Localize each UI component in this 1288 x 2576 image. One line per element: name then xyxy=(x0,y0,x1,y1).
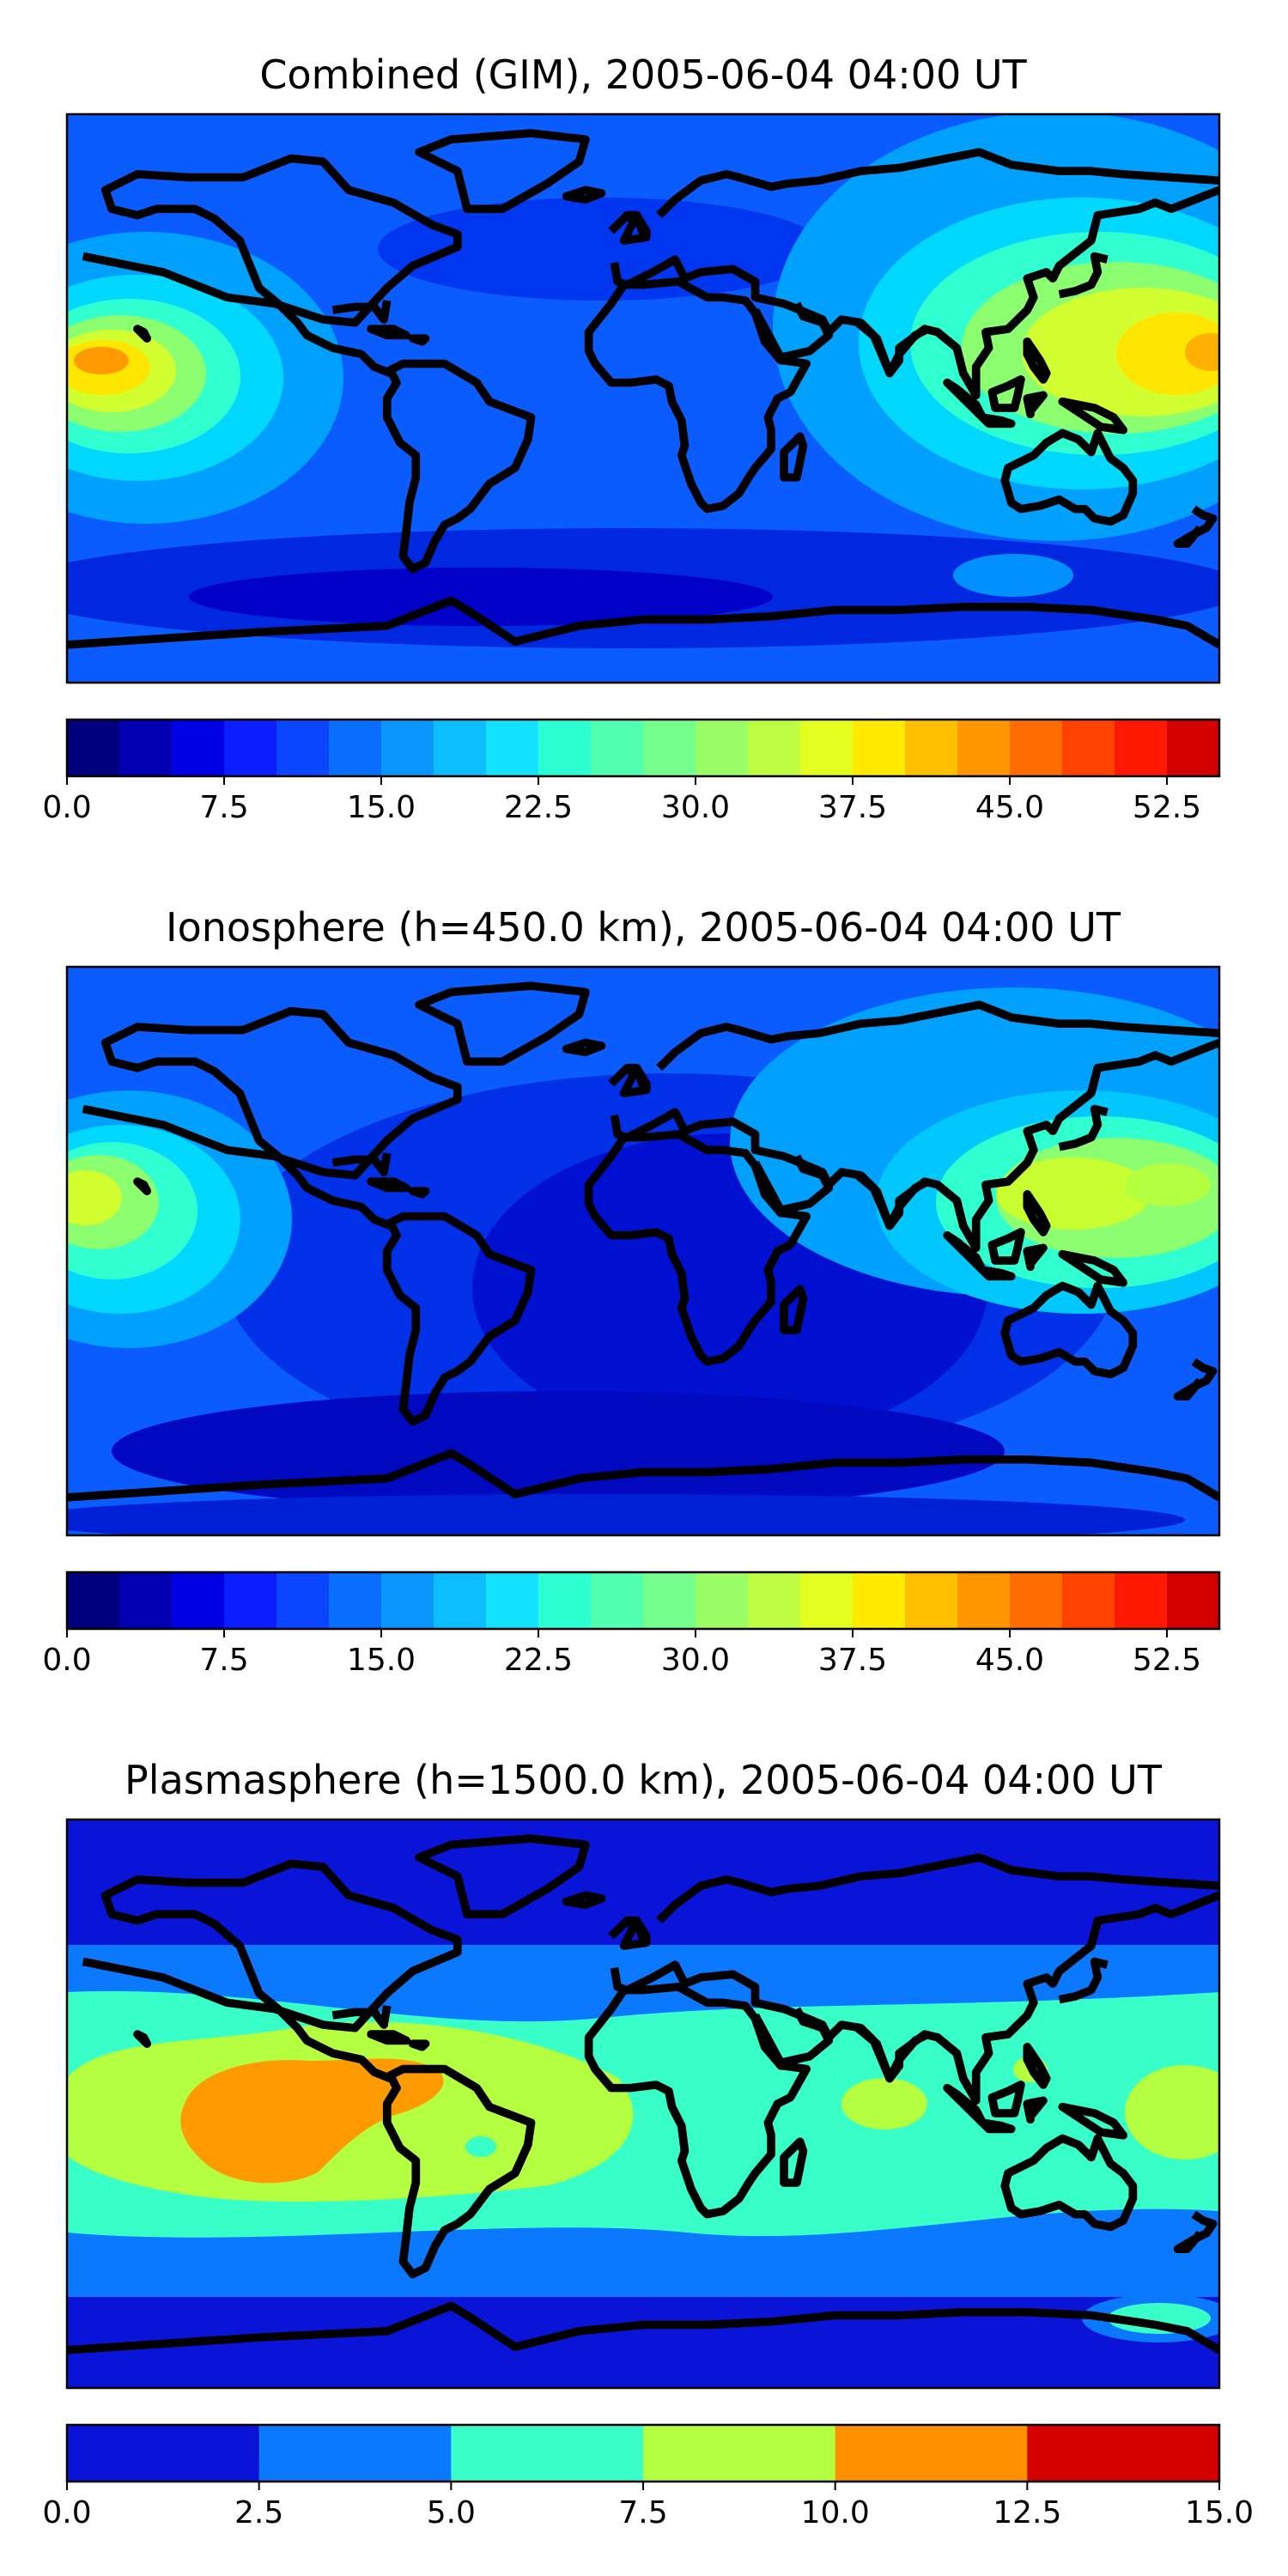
colorbar-segment xyxy=(1062,720,1115,776)
colorbar-segment xyxy=(329,720,382,776)
colorbar-tick-label: 5.0 xyxy=(427,2495,476,2530)
colorbar-segment xyxy=(276,720,330,776)
colorbar-tick-label: 30.0 xyxy=(661,1643,730,1678)
map-title: Ionosphere (h=450.0 km), 2005-06-04 04:0… xyxy=(166,904,1121,951)
colorbar-tick-label: 15.0 xyxy=(1185,2495,1254,2530)
colorbar-segment xyxy=(1115,1572,1168,1629)
colorbar-segment xyxy=(486,720,539,776)
panel-combined: Combined (GIM), 2005-06-04 04:00 UT xyxy=(42,52,1221,825)
colorbar-tick-label: 37.5 xyxy=(818,1643,887,1678)
colorbar-segment xyxy=(853,1572,906,1629)
colorbar-tick-label: 22.5 xyxy=(504,790,573,825)
colorbar-segment xyxy=(224,1572,277,1629)
colorbar-segment xyxy=(643,1572,696,1629)
colorbar-segment xyxy=(119,720,173,776)
colorbar-tick-label: 0.0 xyxy=(42,790,91,825)
colorbar-segment xyxy=(381,1572,434,1629)
colorbar-segment xyxy=(591,720,644,776)
colorbar: 0.0 7.5 15.0 22.5 30.0 37.5 45.0 52.5 xyxy=(42,1571,1221,1678)
colorbar-tick-label: 45.0 xyxy=(975,1643,1044,1678)
colorbar-tick-label: 0.0 xyxy=(42,2495,91,2530)
colorbar-segment xyxy=(643,2425,836,2482)
colorbar-segment xyxy=(119,1572,173,1629)
colorbar-segment xyxy=(67,1572,120,1629)
map-title: Combined (GIM), 2005-06-04 04:00 UT xyxy=(259,52,1027,98)
colorbar-segment xyxy=(67,2425,260,2482)
panel-ionosphere: Ionosphere (h=450.0 km), 2005-06-04 04:0… xyxy=(42,904,1221,1678)
colorbar-tick-label: 12.5 xyxy=(993,2495,1061,2530)
colorbar-segment xyxy=(434,720,487,776)
colorbar-segment xyxy=(486,1572,539,1629)
colorbar-segment xyxy=(957,1572,1011,1629)
colorbar-segment xyxy=(905,1572,958,1629)
colorbar-segment xyxy=(643,720,696,776)
colorbar-segment xyxy=(538,1572,592,1629)
panel-plasmasphere: Plasmasphere (h=1500.0 km), 2005-06-04 0… xyxy=(42,1757,1254,2530)
colorbar-tick-label: 0.0 xyxy=(42,1643,91,1678)
colorbar-segment xyxy=(1010,1572,1063,1629)
map-title: Plasmasphere (h=1500.0 km), 2005-06-04 0… xyxy=(125,1757,1163,1803)
colorbar-segment xyxy=(1167,1572,1220,1629)
colorbar-segment xyxy=(538,720,592,776)
colorbar-tick-label: 37.5 xyxy=(818,790,887,825)
colorbar: 0.0 2.5 5.0 7.5 10.0 12.5 15.0 xyxy=(42,2423,1254,2530)
colorbar-tick-label: 15.0 xyxy=(347,1643,416,1678)
colorbar-segment xyxy=(853,720,906,776)
colorbar-segment xyxy=(1062,1572,1115,1629)
colorbar-tick-label: 22.5 xyxy=(504,1643,573,1678)
colorbar-tick-label: 2.5 xyxy=(234,2495,283,2530)
colorbar-segment xyxy=(835,2425,1028,2482)
colorbar-tick-label: 30.0 xyxy=(661,790,730,825)
colorbar-segment xyxy=(957,720,1011,776)
colorbar-segment xyxy=(67,720,120,776)
colorbar-tick-label: 7.5 xyxy=(199,790,248,825)
colorbar-segment xyxy=(381,720,434,776)
colorbar-segment xyxy=(696,720,749,776)
colorbar-tick-label: 52.5 xyxy=(1133,790,1201,825)
colorbar-tick-label: 10.0 xyxy=(801,2495,870,2530)
colorbar-segment xyxy=(224,720,277,776)
colorbar-segment xyxy=(1115,720,1168,776)
colorbar-segment xyxy=(748,720,801,776)
colorbar: 0.0 7.5 15.0 22.5 30.0 37.5 45.0 52.5 xyxy=(42,718,1221,825)
tec-map xyxy=(67,967,1219,1535)
colorbar-segment xyxy=(1027,2425,1220,2482)
colorbar-segment xyxy=(172,1572,225,1629)
colorbar-segment xyxy=(329,1572,382,1629)
colorbar-segment xyxy=(276,1572,330,1629)
colorbar-tick-label: 15.0 xyxy=(347,790,416,825)
colorbar-segment xyxy=(591,1572,644,1629)
colorbar-segment xyxy=(696,1572,749,1629)
colorbar-segment xyxy=(258,2425,452,2482)
colorbar-segment xyxy=(800,1572,854,1629)
colorbar-segment xyxy=(1167,720,1220,776)
colorbar-tick-label: 7.5 xyxy=(199,1643,248,1678)
tec-map xyxy=(67,1820,1219,2388)
colorbar-segment xyxy=(748,1572,801,1629)
colorbar-segment xyxy=(1010,720,1063,776)
colorbar-segment xyxy=(434,1572,487,1629)
colorbar-segment xyxy=(905,720,958,776)
tec-map xyxy=(67,114,1219,683)
colorbar-tick-label: 52.5 xyxy=(1133,1643,1201,1678)
colorbar-segment xyxy=(172,720,225,776)
colorbar-tick-label: 45.0 xyxy=(975,790,1044,825)
colorbar-segment xyxy=(451,2425,644,2482)
colorbar-tick-label: 7.5 xyxy=(618,2495,667,2530)
colorbar-segment xyxy=(800,720,854,776)
